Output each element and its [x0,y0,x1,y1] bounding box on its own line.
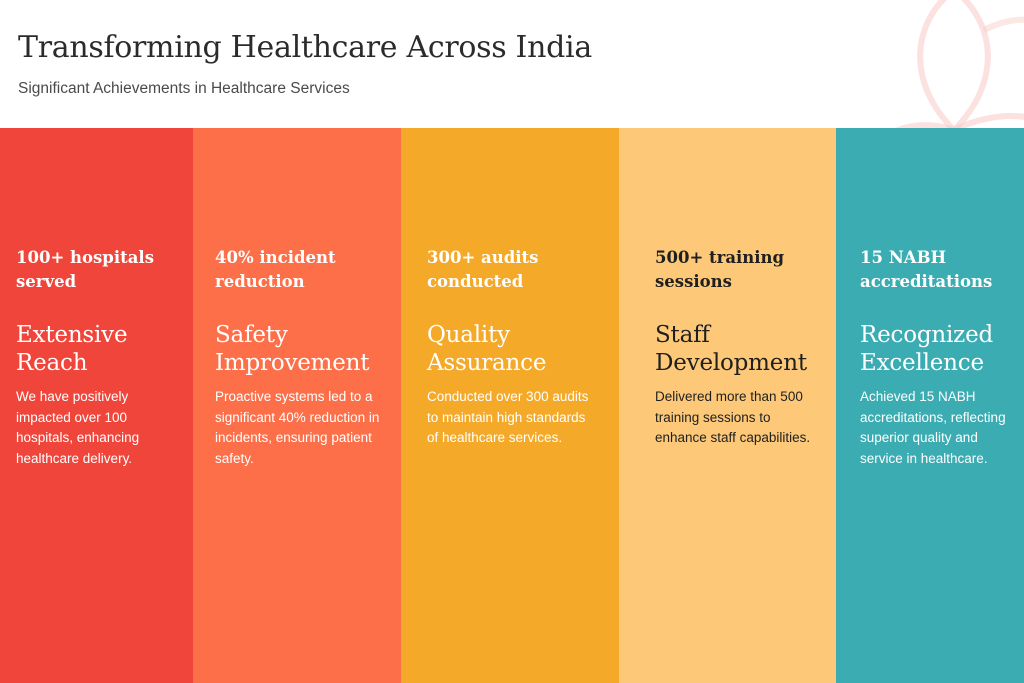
achievement-stat: 500+ training sessions [655,248,785,291]
achievement-description: Delivered more than 500 training session… [655,389,811,445]
page-title: Transforming Healthcare Across India [18,30,592,65]
achievement-heading: Extensive Reach [16,322,128,376]
achievement-heading: Recognized Excellence [860,322,994,376]
achievement-card-quality: 300+ audits conducted Quality Assurance … [401,128,619,683]
header: Transforming Healthcare Across India Sig… [0,0,1024,153]
achievement-card-safety: 40% incident reduction Safety Improvemen… [193,128,401,683]
achievement-stat: 100+ hospitals served [16,248,154,291]
achievement-description: We have positively impacted over 100 hos… [16,389,140,466]
achievement-description: Conducted over 300 audits to maintain hi… [427,389,589,445]
achievement-heading: Quality Assurance [427,322,547,376]
achievement-description: Proactive systems led to a significant 4… [215,389,380,466]
achievement-description: Achieved 15 NABH accreditations, reflect… [860,389,1006,466]
achievement-card-excellence: 15 NABH accreditations Recognized Excell… [836,128,1024,683]
achievement-stat: 300+ audits conducted [427,248,539,291]
achievement-heading: Staff Development [655,322,807,376]
achievement-stat: 15 NABH accreditations [860,248,993,291]
achievement-stat: 40% incident reduction [215,248,336,291]
achievement-card-staff: 500+ training sessions Staff Development… [619,128,836,683]
achievement-card-reach: 100+ hospitals served Extensive Reach We… [0,128,193,683]
page-subtitle: Significant Achievements in Healthcare S… [18,80,350,97]
achievement-heading: Safety Improvement [215,322,370,376]
achievement-columns: 100+ hospitals served Extensive Reach We… [0,128,1024,683]
